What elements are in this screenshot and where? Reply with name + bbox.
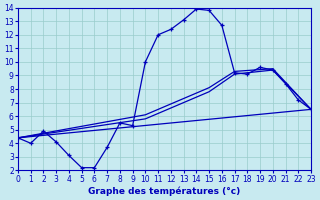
X-axis label: Graphe des températures (°c): Graphe des températures (°c) (88, 186, 241, 196)
